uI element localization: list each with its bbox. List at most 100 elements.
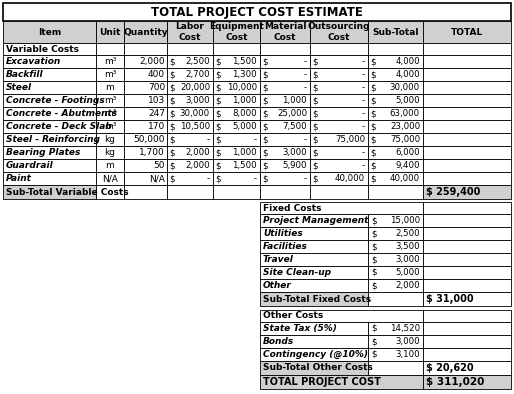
Text: 75,000: 75,000 (335, 135, 365, 144)
Bar (167, 185, 213, 199)
Bar (167, 172, 213, 185)
Bar (423, 81, 511, 94)
Text: 2,000: 2,000 (186, 148, 210, 157)
Bar (260, 266, 368, 279)
Text: $: $ (216, 96, 224, 105)
Bar (368, 107, 423, 120)
Bar (213, 107, 260, 120)
Text: $: $ (313, 122, 321, 131)
Text: TOTAL PROJECT COST ESTIMATE: TOTAL PROJECT COST ESTIMATE (151, 6, 363, 19)
Text: $: $ (371, 83, 379, 92)
Text: -: - (362, 161, 365, 170)
Bar (213, 133, 260, 146)
Text: 25,000: 25,000 (277, 109, 307, 118)
Text: $: $ (313, 161, 321, 170)
Text: 40,000: 40,000 (390, 174, 420, 183)
Bar (3, 159, 96, 172)
Text: $: $ (313, 57, 321, 66)
Bar (167, 68, 213, 81)
Text: -: - (304, 174, 307, 183)
Bar (260, 310, 423, 322)
Bar (423, 107, 511, 120)
Text: 15,000: 15,000 (390, 216, 420, 225)
Bar (96, 55, 124, 68)
Text: $: $ (313, 135, 321, 144)
Text: $: $ (216, 57, 224, 66)
Text: $: $ (170, 83, 178, 92)
Bar (260, 322, 368, 335)
Bar (96, 107, 124, 120)
Bar (423, 55, 511, 68)
Text: $: $ (313, 70, 321, 79)
Bar (310, 172, 368, 185)
Bar (3, 21, 96, 43)
Text: m³: m³ (104, 96, 116, 105)
Bar (310, 159, 368, 172)
Bar (213, 94, 260, 107)
Bar (368, 133, 423, 146)
Text: $: $ (170, 96, 178, 105)
Text: Bonds: Bonds (263, 337, 294, 346)
Bar (260, 240, 368, 253)
Bar (368, 146, 423, 159)
Bar (124, 172, 167, 185)
Text: 3,000: 3,000 (395, 337, 420, 346)
Bar (368, 120, 423, 133)
Text: 23,000: 23,000 (390, 122, 420, 131)
Text: $: $ (313, 83, 321, 92)
Bar (368, 55, 423, 68)
Bar (213, 68, 260, 81)
Bar (260, 55, 310, 68)
Text: Equipment
Cost: Equipment Cost (209, 22, 264, 42)
Bar (213, 146, 260, 159)
Bar (423, 43, 511, 55)
Text: Contingency (@10%): Contingency (@10%) (263, 350, 368, 359)
Text: $: $ (372, 268, 380, 277)
Text: 247: 247 (148, 109, 165, 118)
Bar (368, 185, 423, 199)
Bar (368, 279, 423, 292)
Bar (423, 214, 511, 227)
Bar (260, 120, 310, 133)
Bar (423, 159, 511, 172)
Text: $: $ (372, 324, 380, 333)
Text: -: - (304, 83, 307, 92)
Bar (124, 94, 167, 107)
Text: $: $ (170, 122, 178, 131)
Text: Steel: Steel (6, 83, 32, 92)
Text: Other: Other (263, 281, 292, 290)
Text: TOTAL PROJECT COST: TOTAL PROJECT COST (263, 377, 381, 387)
Bar (3, 43, 96, 55)
Text: $: $ (372, 350, 380, 359)
Text: $: $ (372, 281, 380, 290)
Text: -: - (254, 174, 257, 183)
Bar (423, 240, 511, 253)
Bar (96, 185, 124, 199)
Text: Project Management: Project Management (263, 216, 369, 225)
Text: TOTAL: TOTAL (451, 28, 483, 37)
Bar (3, 55, 96, 68)
Bar (368, 266, 423, 279)
Text: 1,500: 1,500 (232, 161, 257, 170)
Text: $: $ (216, 70, 224, 79)
Text: 75,000: 75,000 (390, 135, 420, 144)
Text: $: $ (372, 337, 380, 346)
Bar (368, 21, 423, 43)
Bar (260, 107, 310, 120)
Text: Variable Costs: Variable Costs (6, 45, 79, 54)
Text: $: $ (170, 57, 178, 66)
Text: 2,000: 2,000 (139, 57, 165, 66)
Text: 10,000: 10,000 (227, 83, 257, 92)
Bar (167, 133, 213, 146)
Text: $: $ (263, 96, 271, 105)
Text: -: - (207, 135, 210, 144)
Bar (260, 375, 423, 389)
Bar (260, 348, 368, 361)
Bar (368, 240, 423, 253)
Bar (423, 133, 511, 146)
Bar (423, 292, 511, 306)
Text: 4,000: 4,000 (395, 57, 420, 66)
Text: Excavation: Excavation (6, 57, 61, 66)
Bar (423, 310, 511, 322)
Bar (423, 172, 511, 185)
